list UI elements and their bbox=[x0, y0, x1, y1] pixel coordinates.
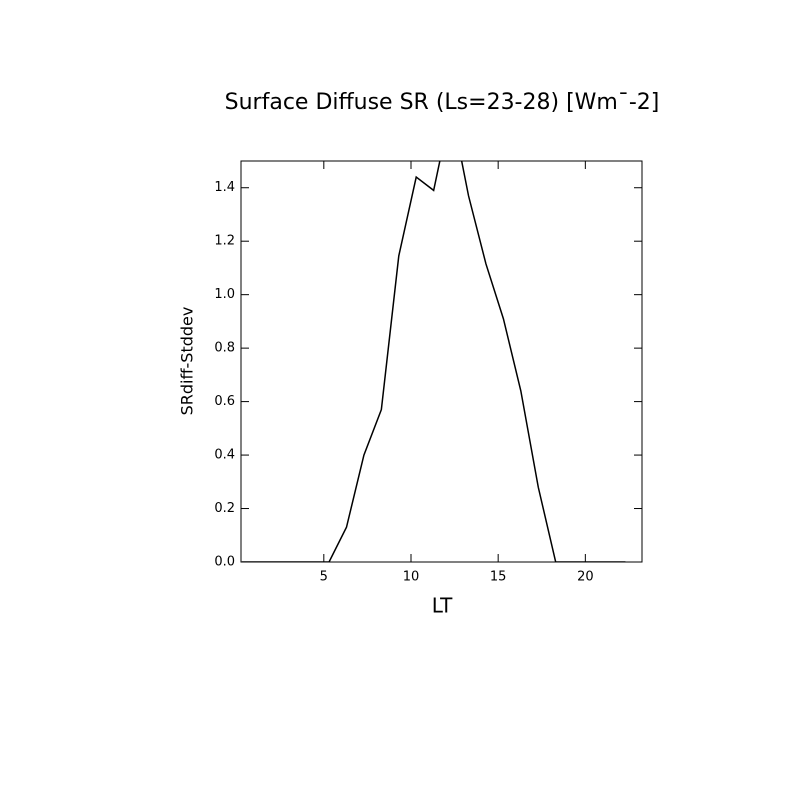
y-tick-label: 0.4 bbox=[214, 448, 235, 463]
y-axis-label: SRdiff-Stddev bbox=[178, 307, 197, 416]
y-tick-label: 1.0 bbox=[214, 287, 235, 302]
plot-frame bbox=[240, 160, 643, 563]
data-line bbox=[241, 161, 626, 562]
x-tick-label: 20 bbox=[577, 570, 594, 585]
y-tick-label: 1.2 bbox=[214, 234, 235, 249]
y-tick-label: 1.4 bbox=[214, 180, 235, 195]
x-tick-label: 5 bbox=[320, 570, 328, 585]
y-tick-label: 0.6 bbox=[214, 394, 235, 409]
y-tick-label: 0.0 bbox=[214, 555, 235, 570]
x-axis-label: LT bbox=[432, 594, 453, 618]
chart-title: Surface Diffuse SR (Ls=23-28) [Wm¯-2] bbox=[225, 90, 660, 115]
x-tick-label: 15 bbox=[490, 570, 507, 585]
x-tick-label: 10 bbox=[403, 570, 420, 585]
y-tick-label: 0.8 bbox=[214, 341, 235, 356]
y-tick-label: 0.2 bbox=[214, 501, 235, 516]
